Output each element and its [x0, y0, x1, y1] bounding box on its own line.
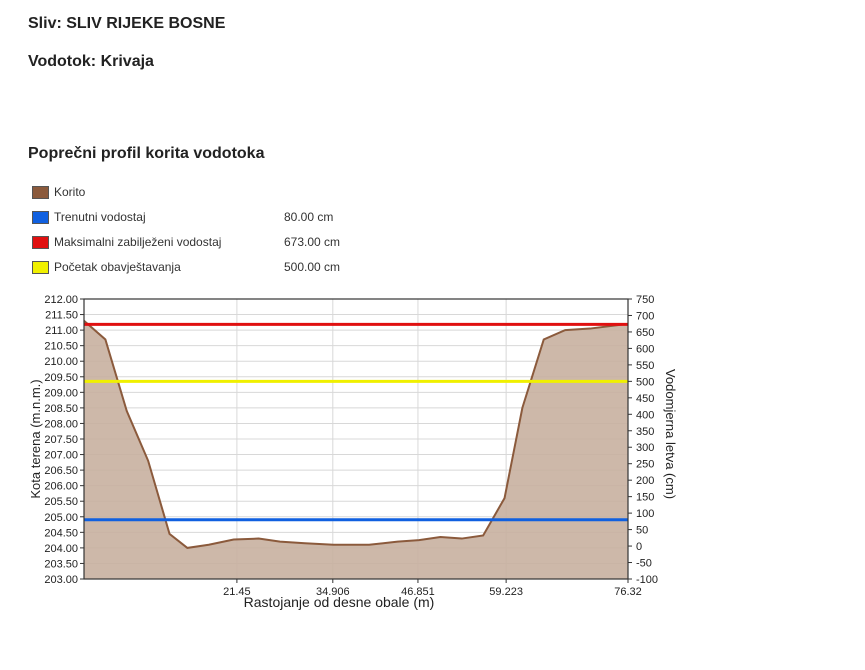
legend-label: Trenutni vodostaj: [54, 210, 146, 224]
y-tick-label: 210.00: [44, 356, 78, 368]
y-tick-label: 204.00: [44, 543, 78, 555]
terrain-area: [84, 320, 628, 579]
y-tick-label: 203.00: [44, 574, 78, 586]
cross-section-chart: 212.00 211.50 211.00 210.50 210.00 209.50 209.…: [0, 290, 865, 620]
y-tick-label: 207.50: [44, 434, 78, 446]
y2-tick-label: -100: [636, 574, 658, 586]
y2-tick-label: 0: [636, 541, 642, 553]
y-tick-label: 203.50: [44, 558, 78, 570]
terrain-line: [83, 320, 629, 549]
y2-tick-label: 150: [636, 492, 654, 504]
y2-tick-label: 650: [636, 327, 654, 339]
section-title: Poprečni profil korita vodotoka: [28, 145, 265, 162]
legend-value: 500.00 cm: [284, 260, 341, 274]
y-tick-label: 208.50: [44, 403, 78, 415]
basin-title: Sliv: SLIV RIJEKE BOSNE: [28, 15, 226, 32]
y2-tick-label: 350: [636, 426, 654, 438]
y2-tick-label: 100: [636, 508, 654, 520]
y-tick-label: 205.00: [44, 512, 78, 524]
y-tick-label: 210.50: [44, 341, 78, 353]
legend-value: 673.00 cm: [284, 235, 341, 249]
y-tick-label: 204.50: [44, 527, 78, 539]
y-axis-title: Kota terena (m.n.m.): [28, 379, 43, 498]
x-tick-label: 59.223: [489, 586, 523, 598]
y-tick-label: 206.00: [44, 481, 78, 493]
legend-swatch-warning-level: [32, 261, 49, 274]
y-tick-label: 205.50: [44, 496, 78, 508]
chart-svg: 212.00 211.50 211.00 210.50 210.00 209.50 209.…: [28, 294, 678, 610]
y2-tick-label: -50: [636, 558, 652, 570]
y-tick-label: 209.00: [44, 387, 78, 399]
y-tick-label: 211.00: [45, 325, 78, 337]
y-tick-label: 211.50: [45, 310, 78, 322]
legend-item-max-level: Maksimalni zabilježeni vodostaj 673.00 c…: [32, 233, 452, 258]
legend-value: 80.00 cm: [284, 210, 334, 224]
x-tick-label: 76.32: [614, 586, 642, 598]
y2-tick-label: 500: [636, 376, 654, 388]
legend-label: Početak obavještavanja: [54, 260, 181, 274]
y2-tick-label: 600: [636, 343, 654, 355]
y2-tick-label: 300: [636, 442, 654, 454]
legend-item-current-level: Trenutni vodostaj 80.00 cm: [32, 208, 452, 233]
y2-axis-title: Vodomjerna letva (cm): [663, 369, 678, 499]
y2-tick-label: 750: [636, 294, 654, 306]
legend: Korito Trenutni vodostaj 80.00 cm Maksim…: [32, 183, 452, 283]
legend-label: Maksimalni zabilježeni vodostaj: [54, 235, 222, 249]
y-tick-label: 212.00: [44, 294, 78, 306]
y2-tick-label: 450: [636, 393, 654, 405]
y-tick-label: 208.00: [44, 418, 78, 430]
y2-tick-label: 700: [636, 310, 654, 322]
y-tick-label: 207.00: [44, 450, 78, 462]
stream-title: Vodotok: Krivaja: [28, 53, 154, 70]
legend-label: Korito: [54, 185, 86, 199]
x-tick-label: 34.906: [316, 586, 350, 598]
x-axis-title: Rastojanje od desne obale (m): [244, 594, 435, 610]
y-tick-label: 206.50: [44, 465, 78, 477]
y2-tick-label: 50: [636, 525, 648, 537]
y-tick-label: 209.50: [44, 372, 78, 384]
y2-tick-label: 250: [636, 459, 654, 471]
legend-swatch-max-level: [32, 236, 49, 249]
legend-item-warning-level: Početak obavještavanja 500.00 cm: [32, 258, 452, 283]
legend-swatch-current-level: [32, 211, 49, 224]
y2-tick-label: 400: [636, 409, 654, 421]
legend-item-terrain: Korito: [32, 183, 452, 208]
x-tick-label: 21.45: [223, 586, 251, 598]
legend-swatch-terrain: [32, 186, 49, 199]
y2-tick-label: 550: [636, 360, 654, 372]
x-tick-label: 46.851: [401, 586, 435, 598]
y2-tick-label: 200: [636, 475, 654, 487]
